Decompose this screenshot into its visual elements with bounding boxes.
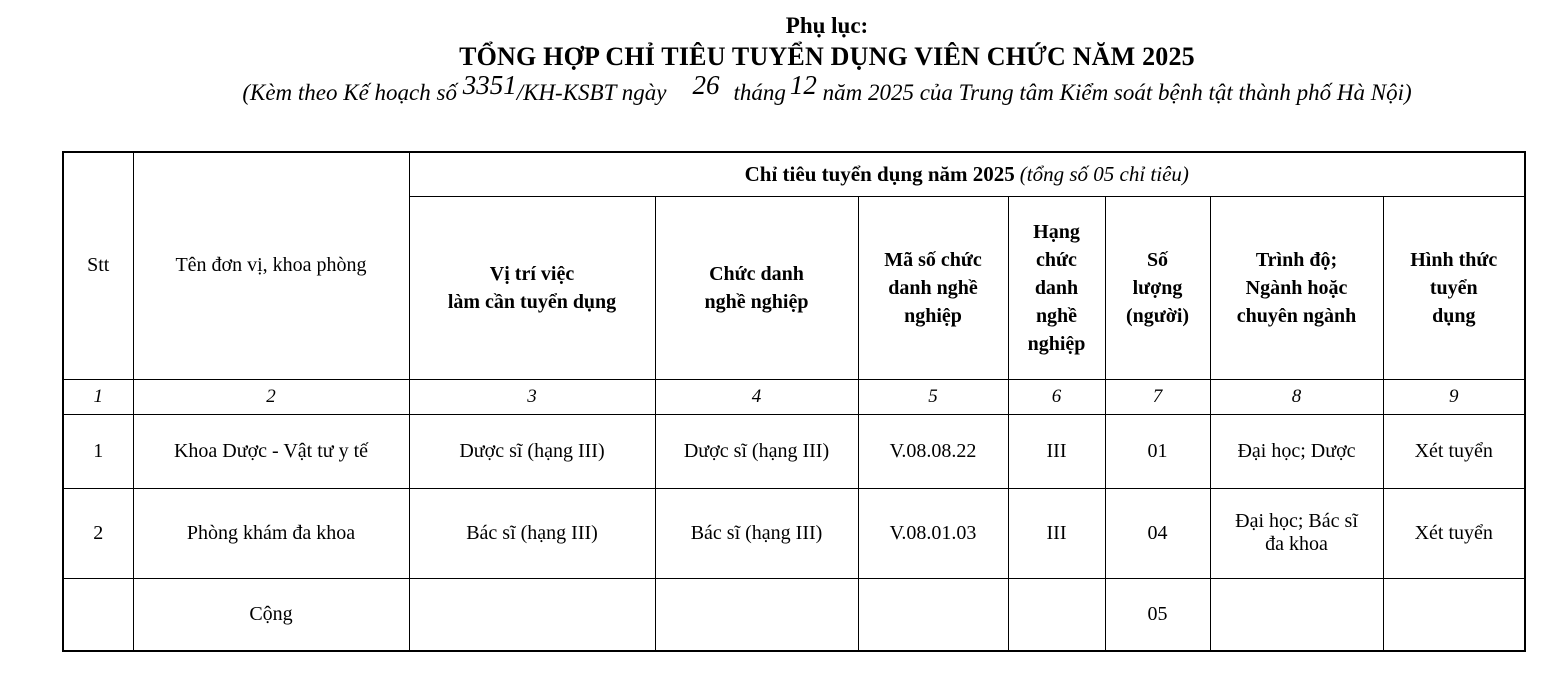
total-row: Cộng 05 bbox=[62, 577, 1526, 652]
column-number-cell: 9 bbox=[1382, 378, 1526, 415]
subtitle-suffix: năm 2025 của Trung tâm Kiểm soát bệnh tậ… bbox=[822, 79, 1412, 105]
data-cell-quantity: 01 bbox=[1104, 413, 1211, 489]
total-empty-cell bbox=[62, 577, 134, 652]
group-header-note: (tổng số 05 chỉ tiêu) bbox=[1019, 161, 1189, 186]
subtitle-prefix: (Kèm theo Kế hoạch số bbox=[242, 79, 457, 105]
total-empty-cell bbox=[1209, 577, 1384, 652]
data-cell-code: V.08.08.22 bbox=[857, 413, 1009, 489]
total-empty-cell bbox=[408, 577, 656, 652]
data-cell-stt: 1 bbox=[62, 413, 134, 489]
group-header-cell: Chỉ tiêu tuyển dụng năm 2025 (tổng số 05… bbox=[408, 151, 1526, 197]
recruitment-quota-table: Stt Tên đơn vị, khoa phòng Chỉ tiêu tuyể… bbox=[62, 151, 1527, 652]
subtitle-after-number: /KH-KSBT ngày bbox=[516, 79, 667, 105]
data-cell-position: Bác sĩ (hạng III) bbox=[408, 487, 656, 579]
data-cell-stt: 2 bbox=[62, 487, 134, 579]
document-subtitle: (Kèm theo Kế hoạch số 3351/KH-KSBT ngày 2… bbox=[100, 70, 1554, 109]
data-cell-title: Dược sĩ (hạng III) bbox=[654, 413, 859, 489]
header-cell-code: Mã số chức danh nghề nghiệp bbox=[857, 195, 1009, 380]
header-cell-unit: Tên đơn vị, khoa phòng bbox=[132, 151, 410, 380]
header-cell-qualification: Trình độ; Ngành hoặc chuyên ngành bbox=[1209, 195, 1384, 380]
column-number-cell: 4 bbox=[654, 378, 859, 415]
header-cell-method: Hình thức tuyển dụng bbox=[1382, 195, 1526, 380]
data-cell-qualification: Đại học; Dược bbox=[1209, 413, 1384, 489]
column-number-cell: 6 bbox=[1007, 378, 1106, 415]
total-empty-cell bbox=[1007, 577, 1106, 652]
data-cell-method: Xét tuyển bbox=[1382, 413, 1526, 489]
document-header: Phụ lục: TỔNG HỢP CHỈ TIÊU TUYỂN DỤNG VI… bbox=[100, 12, 1554, 109]
column-number-cell: 2 bbox=[132, 378, 410, 415]
subtitle-thang: tháng bbox=[733, 79, 786, 105]
data-cell-position: Dược sĩ (hạng III) bbox=[408, 413, 656, 489]
data-cell-code: V.08.01.03 bbox=[857, 487, 1009, 579]
data-cell-unit: Phòng khám đa khoa bbox=[132, 487, 410, 579]
column-number-cell: 7 bbox=[1104, 378, 1211, 415]
day-number: 26 bbox=[692, 69, 720, 100]
group-header-main: Chỉ tiêu tuyển dụng năm 2025 bbox=[744, 161, 1015, 186]
header-cell-title: Chức danh nghề nghiệp bbox=[654, 195, 859, 380]
column-number-cell: 3 bbox=[408, 378, 656, 415]
month-number: 12 bbox=[789, 69, 817, 100]
document-title: TỔNG HỢP CHỈ TIÊU TUYỂN DỤNG VIÊN CHỨC N… bbox=[459, 41, 1195, 71]
header-cell-quantity: Số lượng (người) bbox=[1104, 195, 1211, 380]
total-label-cell: Cộng bbox=[132, 577, 410, 652]
total-empty-cell bbox=[654, 577, 859, 652]
appendix-label: Phụ lục: bbox=[785, 13, 869, 38]
data-cell-title: Bác sĩ (hạng III) bbox=[654, 487, 859, 579]
group-header-row: Stt Tên đơn vị, khoa phòng Chỉ tiêu tuyể… bbox=[62, 151, 1526, 380]
column-number-cell: 5 bbox=[857, 378, 1009, 415]
data-cell-rank: III bbox=[1007, 487, 1106, 579]
table-row: 1 Khoa Dược - Vật tư y tế Dược sĩ (hạng … bbox=[62, 413, 1526, 489]
column-number-cell: 8 bbox=[1209, 378, 1384, 415]
header-cell-stt: Stt bbox=[62, 151, 134, 380]
column-number-cell: 1 bbox=[62, 378, 134, 415]
total-empty-cell bbox=[857, 577, 1009, 652]
header-cell-rank: Hạng chức danh nghề nghiệp bbox=[1007, 195, 1106, 380]
total-quantity-cell: 05 bbox=[1104, 577, 1211, 652]
sub-header-row: Vị trí việc làm cần tuyển dụng Chức danh… bbox=[63, 195, 1526, 380]
data-cell-unit: Khoa Dược - Vật tư y tế bbox=[132, 413, 410, 489]
plan-number: 3351 bbox=[462, 69, 517, 100]
header-cell-position: Vị trí việc làm cần tuyển dụng bbox=[408, 195, 656, 380]
data-cell-method: Xét tuyển bbox=[1382, 487, 1526, 579]
table-row: 2 Phòng khám đa khoa Bác sĩ (hạng III) B… bbox=[62, 487, 1526, 579]
data-cell-qualification: Đại học; Bác sĩ đa khoa bbox=[1209, 487, 1384, 579]
total-empty-cell bbox=[1382, 577, 1526, 652]
data-cell-quantity: 04 bbox=[1104, 487, 1211, 579]
column-number-row: 1 2 3 4 5 6 7 8 9 bbox=[62, 378, 1526, 415]
data-cell-rank: III bbox=[1007, 413, 1106, 489]
